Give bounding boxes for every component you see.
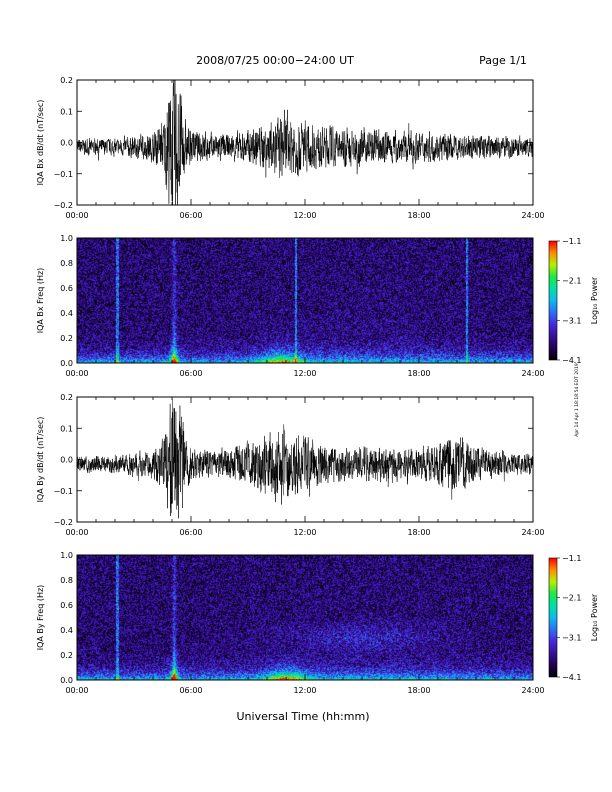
x-tick-label: 18:00 <box>407 528 430 537</box>
y-axis-title: IQA Bx Freq (Hz) <box>36 268 45 334</box>
panels: 00:00 06:00 12:00 18:00 24:00 0.2 0.1 0.0 −0.1 −0… <box>36 76 599 695</box>
y-tick-label: −0.2 <box>54 201 73 210</box>
x-tick-label: 24:00 <box>521 369 544 378</box>
y-tick-label: 0.1 <box>60 107 73 116</box>
page-indicator: Page 1/1 <box>479 54 527 67</box>
y-tick-label: 0.0 <box>60 359 73 368</box>
x-tick-label: 00:00 <box>65 528 88 537</box>
y-tick-label: 0.2 <box>60 76 73 85</box>
y-axis-title: IQA Bx dB/dt (nT/sec) <box>36 100 45 186</box>
y-axis-title: IQA By Freq (Hz) <box>36 585 45 651</box>
y-tick-label: 0.0 <box>60 676 73 685</box>
x-tick-label: 12:00 <box>293 369 316 378</box>
y-tick-label: 0.4 <box>60 626 73 635</box>
panel-4: −1.1 −2.1 −3.1 −4.1 Log₁₀ Power 00:00 06:00 12:… <box>36 551 599 695</box>
x-tick-label: 12:00 <box>293 211 316 220</box>
x-tick-label: 06:00 <box>179 686 202 695</box>
y-tick-label: 0.8 <box>60 259 73 268</box>
panel-3: 00:00 06:00 12:00 18:00 24:00 0.2 0.1 0.0 −0.1 −0… <box>36 393 545 537</box>
colorbar <box>548 240 558 361</box>
y-tick-label: 1.0 <box>60 234 73 243</box>
y-tick-label: 0.2 <box>60 334 73 343</box>
figure-title: 2008/07/25 00:00−24:00 UT <box>196 54 354 67</box>
colorbar-tick-label: −2.1 <box>562 277 581 286</box>
spectrogram-image <box>77 238 533 363</box>
x-tick-label: 00:00 <box>65 369 88 378</box>
y-tick-label: 0.6 <box>60 284 73 293</box>
y-tick-label: 0.1 <box>60 424 73 433</box>
colorbar-tick-label: −2.1 <box>562 594 581 603</box>
y-tick-label: 0.2 <box>60 651 73 660</box>
colorbar <box>548 557 558 678</box>
colorbar-tick-label: −3.1 <box>562 633 581 642</box>
panel-2: −1.1 −2.1 −3.1 −4.1 Log₁₀ Power 00:00 06:00 12:… <box>36 234 599 378</box>
x-tick-label: 12:00 <box>293 528 316 537</box>
y-tick-label: 0.6 <box>60 601 73 610</box>
colorbar-tick-label: −1.1 <box>562 237 581 246</box>
panel-1: 00:00 06:00 12:00 18:00 24:00 0.2 0.1 0.0 −0.1 −0… <box>36 76 545 220</box>
series-line <box>76 399 534 519</box>
y-axis-title: IQA By dB/dt (nT/sec) <box>36 417 45 503</box>
side-note: Apr 14 Apr 1 18:18:54 EDT 2019 <box>574 363 580 437</box>
x-tick-label: 06:00 <box>179 369 202 378</box>
colorbar-tick-label: −4.1 <box>562 673 581 682</box>
x-tick-label: 00:00 <box>65 686 88 695</box>
y-tick-label: 0.0 <box>60 456 73 465</box>
x-tick-label: 18:00 <box>407 369 430 378</box>
colorbar-tick-label: −1.1 <box>562 554 581 563</box>
y-tick-label: 1.0 <box>60 551 73 560</box>
colorbar-label: Log₁₀ Power <box>590 593 599 641</box>
x-tick-label: 24:00 <box>521 686 544 695</box>
x-tick-label: 00:00 <box>65 211 88 220</box>
colorbar-tick-label: −4.1 <box>562 356 581 365</box>
spectrogram-image <box>77 555 533 680</box>
x-tick-label: 24:00 <box>521 528 544 537</box>
y-tick-label: 0.4 <box>60 309 73 318</box>
colorbar-label: Log₁₀ Power <box>590 276 599 324</box>
x-tick-label: 18:00 <box>407 686 430 695</box>
y-tick-label: −0.2 <box>54 518 73 527</box>
y-tick-label: 0.2 <box>60 393 73 402</box>
x-tick-label: 12:00 <box>293 686 316 695</box>
y-tick-label: −0.1 <box>54 487 73 496</box>
x-tick-label: 18:00 <box>407 211 430 220</box>
y-tick-label: 0.0 <box>60 139 73 148</box>
series-line <box>76 79 534 206</box>
x-tick-label: 24:00 <box>521 211 544 220</box>
x-axis-title: Universal Time (hh:mm) <box>237 710 370 723</box>
colorbar-tick-label: −3.1 <box>562 316 581 325</box>
x-tick-label: 06:00 <box>179 528 202 537</box>
y-tick-label: −0.1 <box>54 170 73 179</box>
y-tick-label: 0.8 <box>60 576 73 585</box>
x-tick-label: 06:00 <box>179 211 202 220</box>
